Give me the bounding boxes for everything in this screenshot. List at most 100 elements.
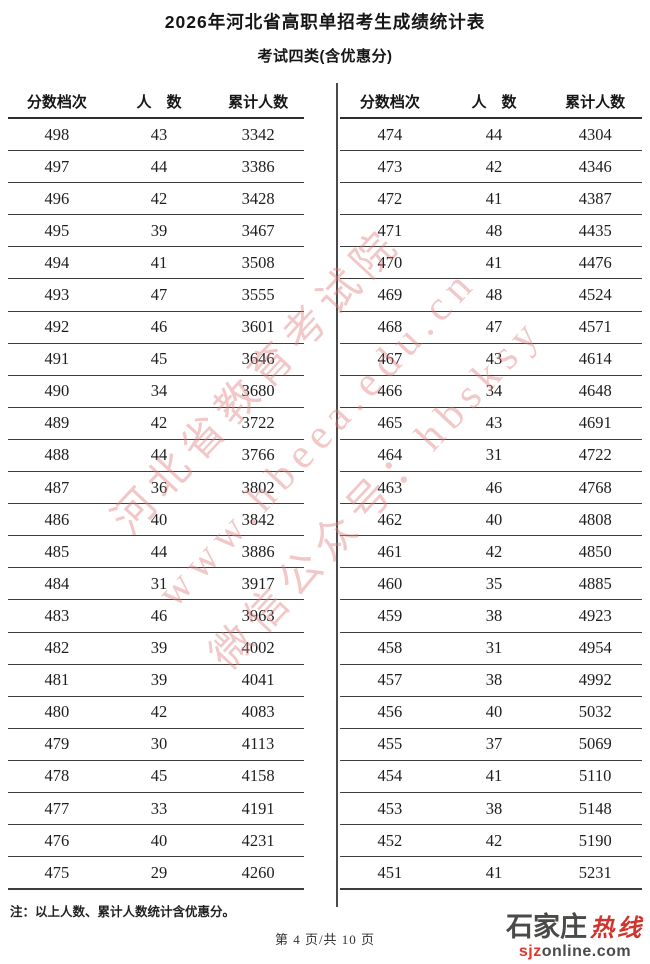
table-cell: 490 [8, 375, 106, 408]
table-row: 480 42 4083 [8, 696, 304, 729]
table-cell: 41 [439, 760, 549, 793]
table-row: 486 40 3842 [8, 503, 304, 537]
table-row: 465 43 4691 [340, 407, 642, 440]
footnote: 注：以上人数、累计人数统计含优惠分。 [10, 905, 236, 920]
table-row: 467 43 4614 [340, 343, 642, 376]
table-row: 458 31 4954 [340, 632, 642, 665]
table-row: 460 35 4885 [340, 567, 642, 601]
table-row: 468 47 4571 [340, 311, 642, 344]
table-cell: 4304 [548, 118, 642, 152]
table-cell: 47 [439, 311, 549, 344]
table-cell: 45 [105, 760, 213, 793]
table-cell: 482 [8, 632, 106, 665]
table-row: 477 33 4191 [8, 792, 304, 826]
table-cell: 48 [439, 214, 549, 248]
table-cell: 4808 [548, 503, 642, 537]
table-cell: 3722 [212, 407, 304, 440]
table-cell: 29 [105, 856, 213, 891]
table-cell: 40 [105, 824, 213, 858]
table-row: 453 38 5148 [340, 792, 642, 826]
table-cell: 464 [340, 439, 440, 473]
table-cell: 30 [105, 728, 213, 761]
table-row: 496 42 3428 [8, 182, 304, 216]
table-cell: 466 [340, 375, 440, 408]
table-cell: 3766 [212, 439, 304, 473]
page-subtitle: 考试四类(含优惠分) [257, 48, 393, 65]
col-header-cumulative: 累计人数 [548, 89, 642, 119]
table-cell: 4083 [212, 696, 304, 729]
table-cell: 31 [105, 567, 213, 601]
table-cell: 39 [105, 664, 213, 697]
table-row: 482 39 4002 [8, 632, 304, 665]
table-cell: 5110 [548, 760, 642, 793]
table-cell: 41 [439, 856, 549, 891]
table-cell: 455 [340, 728, 440, 761]
table-cell: 485 [8, 535, 106, 569]
table-row: 470 41 4476 [340, 246, 642, 280]
table-cell: 46 [105, 599, 213, 633]
table-row: 495 39 3467 [8, 214, 304, 248]
table-cell: 465 [340, 407, 440, 440]
table-row: 478 45 4158 [8, 760, 304, 793]
table-row: 452 42 5190 [340, 824, 642, 858]
table-cell: 4614 [548, 343, 642, 376]
table-cell: 5069 [548, 728, 642, 761]
table-cell: 43 [439, 407, 549, 440]
table-cell: 4260 [212, 856, 304, 891]
table-cell: 38 [439, 664, 549, 697]
table-cell: 41 [439, 182, 549, 216]
table-cell: 454 [340, 760, 440, 793]
table-cell: 477 [8, 792, 106, 826]
table-cell: 459 [340, 599, 440, 633]
table-row: 455 37 5069 [340, 728, 642, 761]
table-cell: 474 [340, 118, 440, 152]
table-row: 456 40 5032 [340, 696, 642, 729]
table-cell: 44 [439, 118, 549, 152]
table-cell: 4524 [548, 278, 642, 312]
table-cell: 38 [439, 792, 549, 826]
table-cell: 472 [340, 182, 440, 216]
table-row: 490 34 3680 [8, 375, 304, 408]
table-cell: 3342 [212, 118, 304, 152]
page-indicator: 第 4 页/共 10 页 [274, 932, 376, 948]
page-title: 2026年河北省高职单招考生成绩统计表 [164, 12, 486, 32]
table-row: 473 42 4346 [340, 150, 642, 184]
table-body-right: 474 44 4304 473 42 4346 472 41 4387 471 48 4435 470 4… [340, 118, 642, 891]
table-row: 481 39 4041 [8, 664, 304, 697]
table-row: 461 42 4850 [340, 535, 642, 569]
table-row: 472 41 4387 [340, 182, 642, 216]
table-cell: 5190 [548, 824, 642, 858]
table-cell: 487 [8, 471, 106, 505]
table-cell: 461 [340, 535, 440, 569]
table-row: 484 31 3917 [8, 567, 304, 601]
table-cell: 42 [439, 150, 549, 184]
table-cell: 39 [105, 632, 213, 665]
table-cell: 42 [439, 824, 549, 858]
table-row: 462 40 4808 [340, 503, 642, 537]
table-cell: 43 [105, 118, 213, 152]
table-cell: 34 [439, 375, 549, 408]
table-cell: 5032 [548, 696, 642, 729]
table-cell: 4476 [548, 246, 642, 280]
table-cell: 44 [105, 150, 213, 184]
table-row: 489 42 3722 [8, 407, 304, 440]
table-row: 487 36 3802 [8, 471, 304, 505]
table-cell: 31 [439, 632, 549, 665]
sjzonline-logo: 石家庄 热线 sjzonline.com [506, 914, 644, 960]
table-cell: 4191 [212, 792, 304, 826]
table-row: 457 38 4992 [340, 664, 642, 697]
table-cell: 40 [439, 503, 549, 537]
score-table-left: 分数档次 人 数 累计人数 498 43 3342 497 44 3386 496 42 342… [8, 89, 304, 891]
table-cell: 3842 [212, 503, 304, 537]
table-cell: 467 [340, 343, 440, 376]
table-cell: 4992 [548, 664, 642, 697]
table-cell: 41 [105, 246, 213, 280]
table-cell: 469 [340, 278, 440, 312]
table-cell: 486 [8, 503, 106, 537]
table-cell: 489 [8, 407, 106, 440]
table-header-row: 分数档次 人 数 累计人数 [340, 89, 642, 119]
table-cell: 462 [340, 503, 440, 537]
table-cell: 4768 [548, 471, 642, 505]
table-cell: 40 [439, 696, 549, 729]
table-cell: 4113 [212, 728, 304, 761]
